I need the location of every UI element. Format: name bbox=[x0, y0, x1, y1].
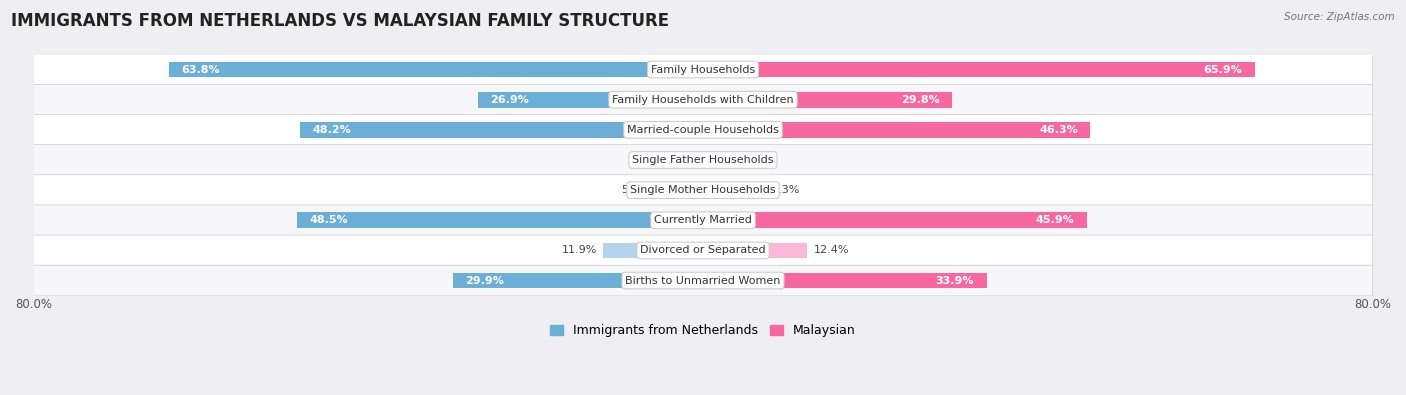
Legend: Immigrants from Netherlands, Malaysian: Immigrants from Netherlands, Malaysian bbox=[546, 320, 860, 342]
Text: Currently Married: Currently Married bbox=[654, 215, 752, 225]
FancyBboxPatch shape bbox=[34, 235, 1372, 266]
Text: 29.8%: 29.8% bbox=[901, 95, 939, 105]
Text: 63.8%: 63.8% bbox=[181, 64, 221, 75]
Text: 48.2%: 48.2% bbox=[312, 125, 352, 135]
Text: Single Mother Households: Single Mother Households bbox=[630, 185, 776, 195]
Bar bbox=[703, 273, 987, 288]
FancyBboxPatch shape bbox=[34, 265, 1372, 296]
Bar bbox=[703, 62, 1254, 77]
FancyBboxPatch shape bbox=[34, 205, 1372, 236]
Bar bbox=[685, 152, 703, 168]
Text: 46.3%: 46.3% bbox=[1039, 125, 1078, 135]
Bar bbox=[703, 122, 1091, 138]
FancyBboxPatch shape bbox=[34, 175, 1372, 205]
FancyBboxPatch shape bbox=[34, 85, 1372, 115]
Text: 11.9%: 11.9% bbox=[561, 245, 596, 256]
Text: 2.2%: 2.2% bbox=[650, 155, 678, 165]
Bar bbox=[453, 273, 703, 288]
FancyBboxPatch shape bbox=[34, 54, 1372, 85]
Bar bbox=[603, 243, 703, 258]
Text: Married-couple Households: Married-couple Households bbox=[627, 125, 779, 135]
Text: 48.5%: 48.5% bbox=[309, 215, 349, 225]
Bar bbox=[703, 213, 1087, 228]
Bar bbox=[703, 182, 763, 198]
FancyBboxPatch shape bbox=[34, 115, 1372, 145]
Text: 12.4%: 12.4% bbox=[814, 245, 849, 256]
Text: 5.6%: 5.6% bbox=[621, 185, 650, 195]
Text: 45.9%: 45.9% bbox=[1036, 215, 1074, 225]
Text: Single Father Households: Single Father Households bbox=[633, 155, 773, 165]
Text: 2.7%: 2.7% bbox=[733, 155, 761, 165]
Bar bbox=[478, 92, 703, 107]
Bar bbox=[703, 92, 952, 107]
Bar bbox=[703, 243, 807, 258]
Text: Family Households with Children: Family Households with Children bbox=[612, 95, 794, 105]
Text: 65.9%: 65.9% bbox=[1204, 64, 1241, 75]
Text: Family Households: Family Households bbox=[651, 64, 755, 75]
Bar bbox=[297, 213, 703, 228]
Text: 29.9%: 29.9% bbox=[465, 276, 505, 286]
Text: 7.3%: 7.3% bbox=[770, 185, 799, 195]
Bar bbox=[299, 122, 703, 138]
Text: Source: ZipAtlas.com: Source: ZipAtlas.com bbox=[1284, 12, 1395, 22]
Text: IMMIGRANTS FROM NETHERLANDS VS MALAYSIAN FAMILY STRUCTURE: IMMIGRANTS FROM NETHERLANDS VS MALAYSIAN… bbox=[11, 12, 669, 30]
FancyBboxPatch shape bbox=[34, 145, 1372, 175]
Text: Births to Unmarried Women: Births to Unmarried Women bbox=[626, 276, 780, 286]
Text: Divorced or Separated: Divorced or Separated bbox=[640, 245, 766, 256]
Bar bbox=[657, 182, 703, 198]
Text: 33.9%: 33.9% bbox=[935, 276, 974, 286]
Bar bbox=[703, 152, 725, 168]
Text: 26.9%: 26.9% bbox=[491, 95, 529, 105]
Bar bbox=[169, 62, 703, 77]
